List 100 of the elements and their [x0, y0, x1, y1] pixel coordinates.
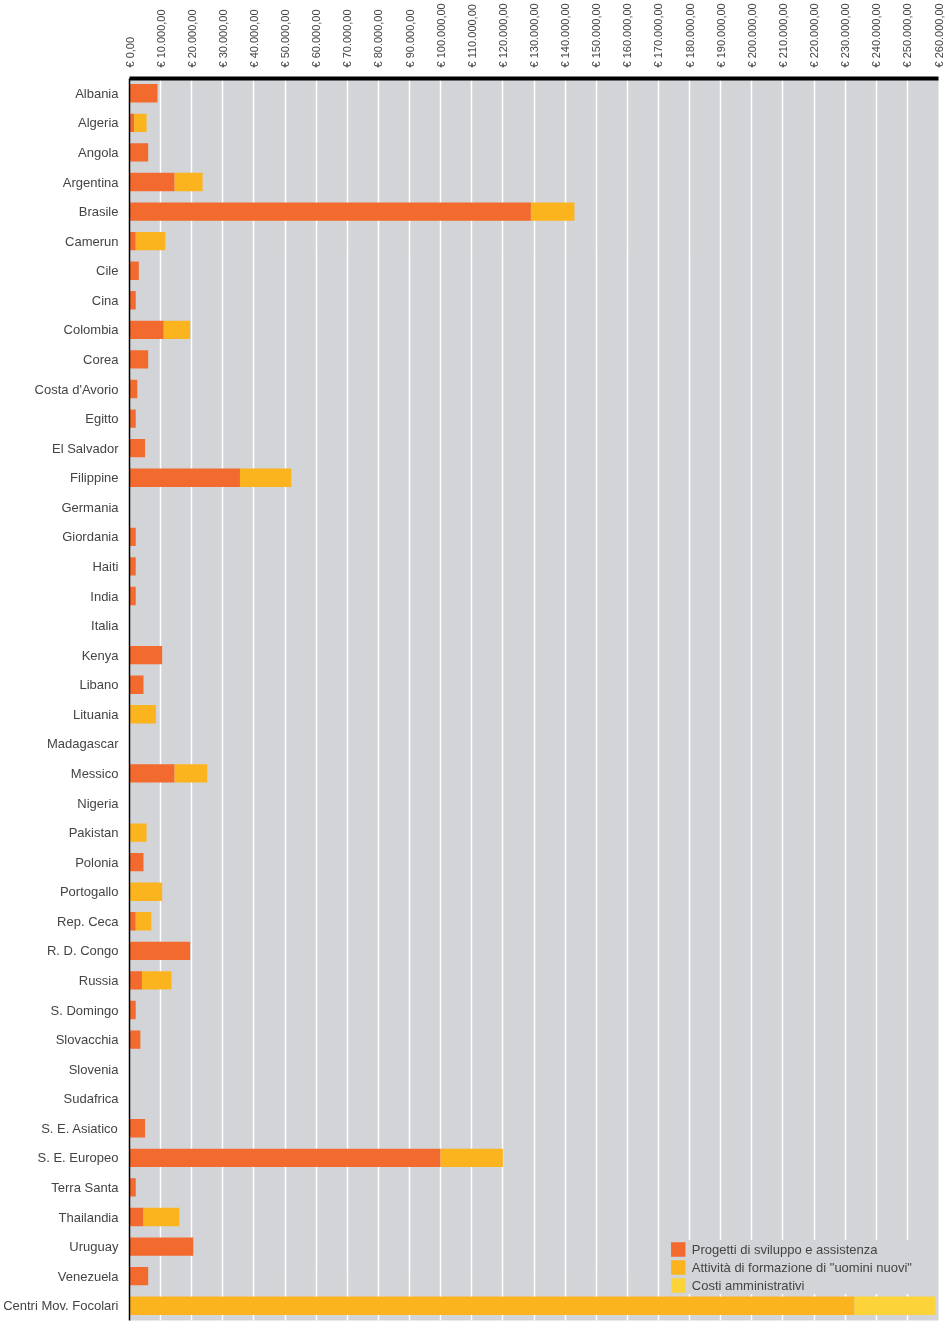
x-tick-label: € 10.000,00 [154, 9, 167, 68]
x-tick-label: € 230.000,00 [839, 3, 852, 68]
bar [440, 1148, 503, 1168]
bar [129, 675, 144, 694]
y-tick-label: S. E. Europeo [37, 1150, 119, 1166]
bar [174, 764, 208, 783]
bar [135, 231, 166, 251]
x-tick-label: € 60.000,00 [310, 9, 323, 68]
bar [129, 231, 136, 251]
x-tick-label: € 90.000,00 [403, 9, 416, 68]
y-tick-label: Libano [79, 677, 119, 693]
bar [129, 852, 144, 872]
bar [129, 409, 136, 428]
x-tick-label: € 180.000,00 [683, 3, 696, 68]
bar [163, 320, 191, 340]
bar [129, 557, 136, 576]
bar [239, 468, 292, 487]
bar [129, 291, 136, 310]
x-tick-label: € 150.000,00 [590, 3, 603, 68]
bar [129, 202, 531, 221]
y-tick-label: Algeria [78, 115, 120, 131]
bar [129, 350, 149, 369]
bar [129, 320, 164, 340]
bar [129, 527, 136, 547]
x-tick-label: € 220.000,00 [808, 3, 821, 68]
y-tick-label: Pakistan [68, 825, 119, 841]
y-tick-label: R. D. Congo [46, 943, 119, 959]
y-tick-label: Cina [91, 292, 120, 308]
bar [129, 1296, 855, 1315]
y-tick-label: Colombia [63, 322, 120, 338]
bar [129, 1266, 149, 1286]
y-tick-label: Italia [91, 618, 120, 634]
legend-label: Costi amministrativi [691, 1276, 805, 1294]
bar [135, 912, 152, 931]
y-tick-label: Portogallo [59, 884, 119, 900]
x-tick-label: € 70.000,00 [341, 9, 354, 68]
bar [129, 1148, 441, 1168]
x-tick-label: € 140.000,00 [559, 3, 572, 68]
y-tick-label: Brasile [78, 204, 119, 220]
x-tick-label: € 120.000,00 [496, 3, 509, 68]
y-tick-label: Sudafrica [63, 1091, 120, 1107]
bar [129, 823, 147, 842]
legend-label: Progetti di sviluppo e assistenza [691, 1240, 878, 1258]
bar [129, 1237, 194, 1256]
bar [129, 1178, 136, 1197]
bar [129, 261, 139, 280]
y-tick-label: Slovacchia [55, 1032, 120, 1048]
bar [129, 1207, 144, 1227]
bar [143, 1207, 180, 1227]
bar [129, 172, 175, 192]
x-tick-label: € 100.000,00 [434, 3, 447, 68]
x-tick-label: € 250.000,00 [901, 3, 914, 68]
bar [530, 202, 575, 221]
y-tick-label: Egitto [85, 411, 119, 427]
bar [129, 586, 136, 606]
bar [129, 882, 163, 901]
bar [129, 1000, 136, 1020]
bar [129, 143, 149, 162]
x-tick-label: € 0,00 [123, 36, 136, 68]
x-tick-label: € 170.000,00 [652, 3, 665, 68]
y-tick-label: Slovenia [68, 1061, 120, 1077]
y-tick-label: Russia [78, 972, 120, 988]
y-tick-label: Haiti [92, 558, 119, 574]
bar [129, 912, 136, 931]
y-tick-label: Argentina [62, 174, 120, 190]
x-tick-label: € 80.000,00 [372, 9, 385, 68]
y-tick-label: Centri Mov. Focolari [3, 1298, 119, 1314]
y-tick-label: Kenya [81, 647, 120, 663]
bar [129, 764, 175, 783]
x-tick-label: € 110.000,00 [465, 4, 478, 68]
y-tick-label: Cile [96, 263, 119, 279]
x-tick-label: € 210.000,00 [776, 3, 789, 68]
x-tick-label: € 160.000,00 [621, 3, 634, 68]
bar [141, 971, 172, 990]
y-tick-label: Terra Santa [51, 1179, 120, 1195]
y-tick-label: Germania [61, 499, 120, 515]
x-tick-label: € 240.000,00 [870, 3, 883, 68]
bar [129, 941, 191, 961]
y-tick-label: Lituania [72, 706, 120, 722]
x-tick-label: € 130.000,00 [528, 3, 540, 68]
bar [129, 705, 156, 724]
bar [129, 1119, 146, 1138]
x-tick-label: € 40.000,00 [247, 9, 260, 68]
bar [129, 1030, 141, 1049]
x-tick-label: € 260.000,00 [932, 3, 945, 68]
y-tick-label: Filippine [70, 470, 119, 486]
y-tick-label: Madagascar [46, 736, 120, 752]
y-tick-label: Rep. Ceca [57, 913, 120, 929]
y-tick-label: Angola [78, 144, 120, 160]
y-tick-label: Nigeria [77, 795, 120, 811]
y-tick-label: India [90, 588, 120, 604]
y-tick-label: Messico [70, 765, 119, 781]
y-tick-label: Polonia [75, 854, 120, 870]
x-tick-label: € 30.000,00 [216, 9, 229, 68]
y-tick-label: Camerun [65, 233, 119, 249]
y-tick-label: El Salvador [52, 440, 120, 456]
y-tick-label: Uruguay [69, 1239, 119, 1255]
y-tick-label: S. E. Asiatico [41, 1120, 118, 1136]
y-tick-label: S. Domingo [50, 1002, 119, 1018]
legend-label: Attività di formazione di "uomini nuovi" [691, 1258, 912, 1276]
